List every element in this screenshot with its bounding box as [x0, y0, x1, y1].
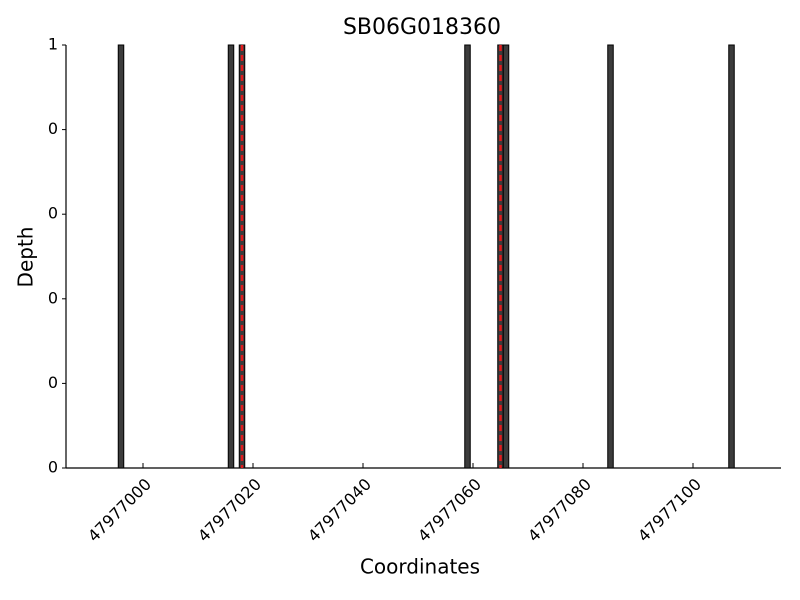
y-tick-label: 0: [48, 458, 58, 477]
bar: [728, 44, 735, 469]
x-tick-label: 47977080: [524, 475, 595, 546]
chart-title: SB06G018360: [343, 15, 501, 40]
x-axis-label: Coordinates: [360, 555, 480, 579]
x-tick-label: 47977100: [634, 475, 705, 546]
bar: [117, 44, 125, 469]
bar: [502, 44, 510, 469]
bar: [607, 44, 614, 469]
x-tick-label: 47977000: [84, 475, 155, 546]
x-tick-label: 47977060: [414, 475, 485, 546]
bar: [464, 44, 471, 469]
y-tick-label: 1: [48, 35, 58, 54]
y-tick-label: 0: [48, 288, 58, 307]
x-tick-label: 47977040: [304, 475, 375, 546]
x-tick-label: 47977020: [194, 475, 265, 546]
bar: [227, 44, 235, 469]
y-tick-label: 0: [48, 373, 58, 392]
y-axis-label: Depth: [14, 227, 38, 288]
y-tick-label: 0: [48, 204, 58, 223]
y-tick-label: 0: [48, 119, 58, 138]
